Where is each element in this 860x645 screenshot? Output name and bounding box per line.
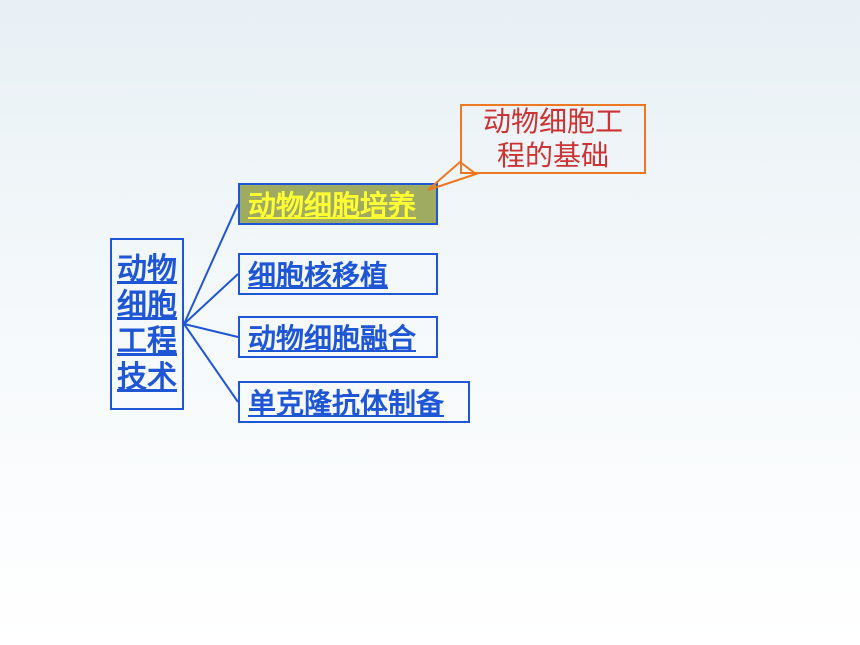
child-2: 细胞核移植 xyxy=(238,253,438,295)
callout-line: 动物细胞工 xyxy=(483,105,623,139)
child-3: 动物细胞融合 xyxy=(238,316,438,358)
callout-box: 动物细胞工程的基础 xyxy=(460,104,646,174)
root-node: 动物细胞工程技术 xyxy=(110,238,184,410)
child-4: 单克隆抗体制备 xyxy=(238,381,470,423)
callout-line: 程的基础 xyxy=(497,139,609,173)
root-line: 技术 xyxy=(117,360,177,396)
root-line: 工程 xyxy=(117,324,177,360)
root-line: 细胞 xyxy=(117,288,177,324)
child-1: 动物细胞培养 xyxy=(238,183,438,225)
root-line: 动物 xyxy=(117,252,177,288)
